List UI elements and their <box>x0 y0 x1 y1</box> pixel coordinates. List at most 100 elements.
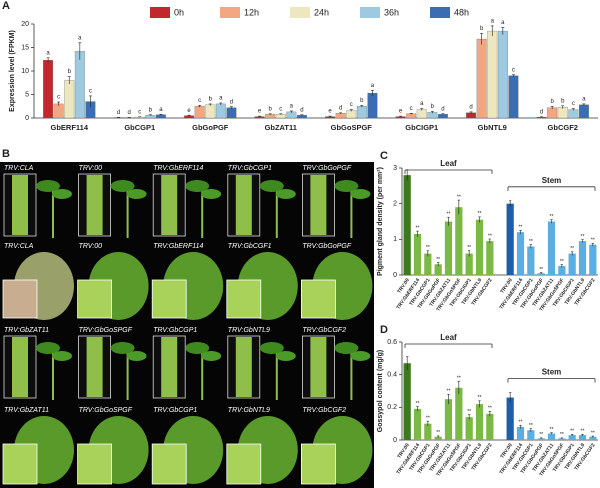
significance-label: ** <box>436 257 440 263</box>
plant-leaf <box>275 189 296 199</box>
bar <box>506 203 514 275</box>
plant-leaf <box>350 351 371 361</box>
significance-label: ** <box>467 409 471 415</box>
bar <box>486 241 494 275</box>
bar <box>568 253 576 275</box>
stem-closeup <box>86 175 103 235</box>
photo-label: TRV:GbGoPGF <box>302 243 351 250</box>
bar <box>413 408 422 440</box>
photo-label: TRV:GbGoSPGF <box>79 407 133 414</box>
significance-label: a <box>219 96 223 102</box>
bar <box>527 246 535 275</box>
legend-swatch <box>290 7 310 18</box>
leaf-inset <box>77 279 112 319</box>
bar <box>516 232 525 275</box>
y-tick-label: 20 <box>21 21 29 28</box>
significance-label: ** <box>478 395 482 401</box>
plant-leaf <box>259 342 284 354</box>
legend-label: 48h <box>454 7 469 17</box>
bar <box>155 114 166 119</box>
panel-label: D <box>380 324 388 336</box>
photo-label: TRV:GbCGF2 <box>302 327 346 334</box>
significance-label: ** <box>447 389 451 395</box>
leaf-inset <box>77 443 112 485</box>
significance-label: e <box>258 109 262 115</box>
significance-label: c <box>138 109 141 115</box>
significance-label: c <box>198 98 201 104</box>
bar <box>578 104 589 119</box>
stem-closeup <box>310 175 327 235</box>
photo-label: TRV:00 <box>79 243 103 250</box>
significance-label: c <box>89 88 92 94</box>
photo-label: TRV:00 <box>79 165 103 172</box>
significance-label: ** <box>581 234 585 240</box>
significance-label: ** <box>519 420 523 426</box>
significance-label: a <box>371 83 375 89</box>
photo-label: TRV:GbNTL9 <box>228 327 270 334</box>
significance-label: e <box>187 108 191 114</box>
bar <box>568 109 579 119</box>
plant-leaf <box>185 180 210 192</box>
significance-label: d <box>128 110 131 116</box>
y-tick-label: 0.4 <box>387 372 397 379</box>
significance-label: ** <box>560 432 564 438</box>
bar <box>547 107 558 119</box>
leaf-inset <box>226 443 262 485</box>
bar <box>475 404 484 440</box>
significance-label: ** <box>539 432 543 438</box>
photo-label: TRV:GbZAT11 <box>4 407 49 414</box>
photo-label: TRV:GbCGF1 <box>228 243 272 250</box>
bar <box>434 264 442 275</box>
significance-label: b <box>561 98 565 104</box>
bar <box>356 106 367 119</box>
significance-label: c <box>410 106 413 112</box>
stem-closeup <box>86 337 103 397</box>
stem-closeup <box>161 337 178 397</box>
x-tick-label: GbGoSPGF <box>331 123 373 132</box>
significance-label: ** <box>529 423 533 429</box>
photo-label: TRV:GbZAT11 <box>4 327 49 334</box>
bar <box>487 30 498 119</box>
plant-leaf <box>259 180 284 192</box>
y-tick-label: 5 <box>25 91 29 98</box>
significance-label: a <box>491 18 495 24</box>
bar <box>578 435 587 440</box>
x-tick-label: GbCIGP1 <box>405 123 438 132</box>
plant-leaf <box>126 351 147 361</box>
bar <box>434 436 442 440</box>
y-tick-label: 1 <box>393 236 397 243</box>
bar <box>537 273 545 275</box>
plant-leaf <box>334 180 359 192</box>
bar <box>589 436 597 440</box>
significance-label: b <box>431 104 435 110</box>
significance-label: b <box>360 98 364 104</box>
significance-label: b <box>269 106 273 112</box>
bar <box>205 104 216 119</box>
bar <box>194 106 205 119</box>
photo-label: TRV:GbNTL9 <box>228 407 270 414</box>
stem-closeup <box>12 175 28 235</box>
bar <box>475 219 484 275</box>
bar <box>465 417 473 440</box>
significance-label: ** <box>591 238 595 244</box>
bar <box>497 30 508 119</box>
plant-leaf <box>126 189 147 199</box>
leaf-inset <box>226 279 262 319</box>
stem-closeup <box>235 337 252 397</box>
y-tick-label: 10 <box>21 68 29 75</box>
bar <box>578 241 587 275</box>
stem-closeup <box>12 337 28 397</box>
significance-label: d <box>230 99 233 105</box>
significance-label: ** <box>488 233 492 239</box>
bar <box>537 438 545 440</box>
plant-leaf <box>201 189 222 199</box>
plant-stem <box>201 352 204 400</box>
photo-label: TRV:CLA <box>4 165 34 172</box>
significance-label: a <box>501 20 505 26</box>
significance-label: a <box>290 104 294 110</box>
bar <box>74 51 85 119</box>
significance-label: c <box>572 101 575 107</box>
y-axis-label: Expression level (FPKM) <box>9 30 16 112</box>
significance-label: b <box>68 69 72 75</box>
bar <box>424 253 432 275</box>
